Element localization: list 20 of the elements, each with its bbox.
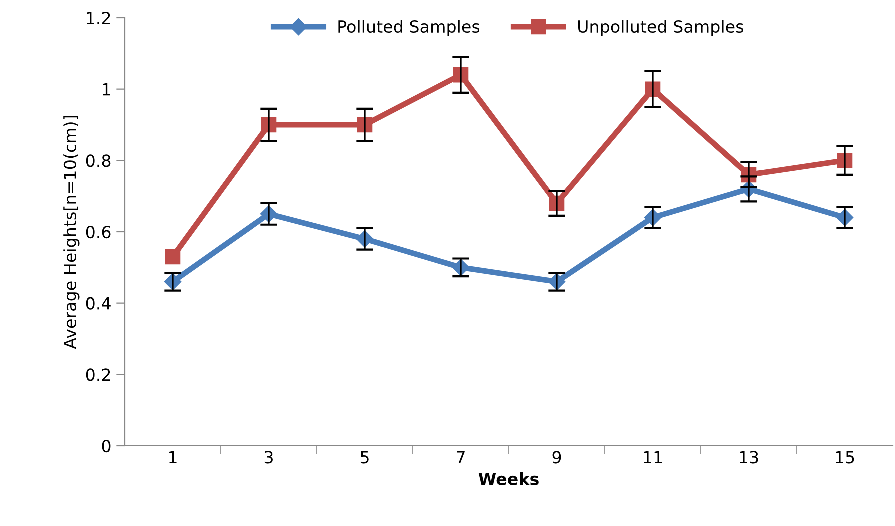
legend-label: Polluted Samples bbox=[338, 20, 480, 36]
x-tick-label: 5 bbox=[360, 451, 369, 464]
y-tick-label: 0.8 bbox=[86, 154, 111, 168]
y-tick-label: 1.2 bbox=[87, 12, 110, 24]
y-tick-label: 1 bbox=[103, 84, 110, 96]
x-axis-title: Weeks bbox=[478, 472, 539, 486]
x-tick-label: 3 bbox=[264, 451, 273, 464]
x-tick-label: 1 bbox=[170, 451, 177, 464]
x-tick-label: 9 bbox=[552, 451, 562, 464]
y-tick-label: 0.4 bbox=[86, 297, 111, 310]
x-tick-label: 11 bbox=[644, 451, 662, 464]
legend-label: Unpolluted Samples bbox=[578, 20, 744, 36]
point bbox=[165, 249, 181, 265]
y-axis-title: Average Heights[n=10(cm)] bbox=[64, 116, 80, 350]
y-tick-label: 0.6 bbox=[86, 226, 111, 239]
x-tick-label: 15 bbox=[836, 451, 854, 464]
x-tick-label: 7 bbox=[457, 451, 465, 464]
y-tick-label: 0.2 bbox=[86, 368, 110, 382]
x-tick-label: 13 bbox=[740, 451, 758, 464]
y-tick-label: 0 bbox=[102, 440, 111, 453]
